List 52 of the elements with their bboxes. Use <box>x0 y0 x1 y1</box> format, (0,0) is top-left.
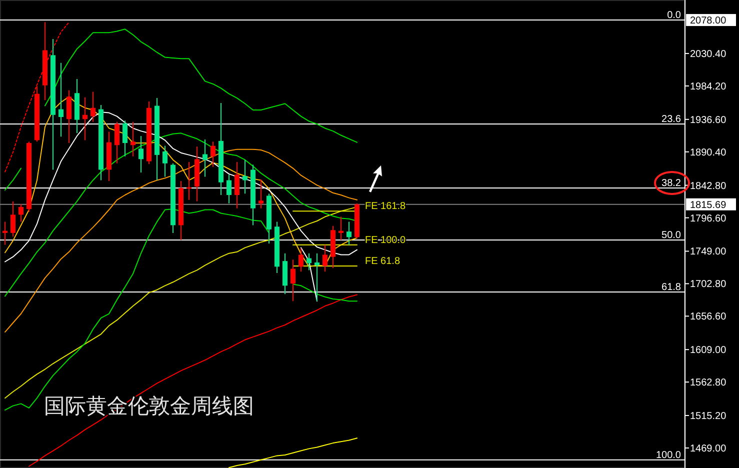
annotation: 38.2 <box>662 178 682 189</box>
line-series <box>4 132 358 297</box>
candlestick <box>2 221 8 246</box>
line-series <box>4 22 70 172</box>
candlestick <box>298 248 304 272</box>
candlestick <box>130 121 136 157</box>
y-tick-label: 1609.00 <box>690 345 727 356</box>
line-series <box>28 294 358 467</box>
candlestick <box>138 135 144 174</box>
candlestick <box>90 91 96 122</box>
candlestick <box>322 244 328 272</box>
annotation: 50.0 <box>662 230 682 241</box>
candlestick <box>66 90 72 144</box>
annotation: 100.0 <box>656 450 682 461</box>
candlestick <box>114 121 120 164</box>
y-tick-label: 1936.60 <box>690 114 727 126</box>
candlestick <box>162 145 168 178</box>
y-tick-label: 1890.40 <box>690 147 727 158</box>
y-tick-label: 2078.00 <box>690 16 727 27</box>
series-label: FE 161.8 <box>365 201 406 212</box>
annotation: 0.0 <box>667 10 682 22</box>
candlestick <box>18 204 24 222</box>
candlestick <box>82 96 88 141</box>
candlestick <box>210 141 216 168</box>
y-tick-label: 2030.40 <box>690 48 727 60</box>
candlestick <box>290 259 296 302</box>
line-series <box>228 438 358 468</box>
candlestick <box>314 252 320 302</box>
candlestick <box>338 216 344 240</box>
candlestick <box>202 138 208 178</box>
y-tick-label: 1796.60 <box>690 213 727 224</box>
candlestick <box>122 120 128 157</box>
annotation: 61.8 <box>662 282 682 293</box>
candlestick <box>226 174 232 204</box>
candlestick <box>306 252 312 271</box>
y-tick-label: 1562.80 <box>690 378 727 389</box>
candlestick <box>258 179 264 209</box>
y-tick-label: 1469.00 <box>690 443 727 454</box>
candlestick <box>10 200 16 237</box>
annotation: 23.6 <box>662 114 682 126</box>
candlestick <box>346 221 352 246</box>
y-tick-label: 1515.20 <box>690 411 727 422</box>
y-tick-label: 1702.80 <box>690 279 727 290</box>
candlestick <box>242 159 248 194</box>
candlestick <box>58 62 64 138</box>
y-tick-label: 1749.00 <box>690 246 727 258</box>
y-tick-label: 1842.80 <box>690 180 727 192</box>
y-tick-label: 1984.20 <box>690 81 727 92</box>
candlestick <box>234 161 240 209</box>
series-label: FE 61.8 <box>365 256 400 267</box>
y-tick-label: 1815.69 <box>690 200 727 211</box>
y-tick-label: 1656.60 <box>690 312 727 323</box>
